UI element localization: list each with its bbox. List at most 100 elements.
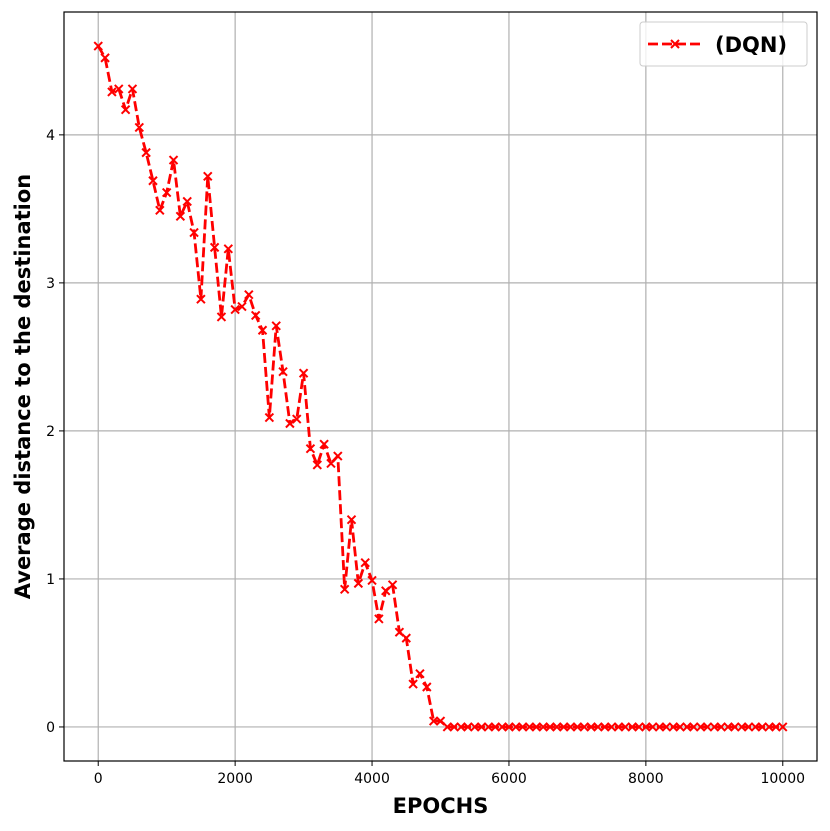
data-point-marker <box>216 312 227 322</box>
legend: (DQN) <box>639 21 808 67</box>
legend-box <box>639 21 808 67</box>
data-point-marker <box>552 722 562 732</box>
data-point-marker <box>442 722 453 732</box>
data-point-marker <box>538 722 548 732</box>
y-tick-label: 4 <box>46 128 55 144</box>
data-point-marker <box>709 722 720 732</box>
data-point-marker <box>230 304 240 315</box>
data-point-marker <box>682 722 692 732</box>
data-point-marker <box>120 104 131 115</box>
data-point-marker <box>641 722 651 732</box>
x-tick-label: 10000 <box>760 771 805 787</box>
data-point-marker <box>387 580 398 590</box>
data-point-marker <box>750 722 761 732</box>
data-point-marker <box>298 368 309 378</box>
data-point-marker <box>292 414 302 424</box>
data-point-marker <box>148 176 158 186</box>
data-point-marker <box>168 155 179 165</box>
data-point-marker <box>305 443 316 454</box>
y-tick-label: 3 <box>46 276 55 292</box>
data-point-marker <box>456 722 466 732</box>
data-point-marker <box>661 722 672 732</box>
data-point-marker <box>401 633 411 643</box>
data-point-marker <box>223 244 233 254</box>
data-point-marker <box>100 53 110 63</box>
data-point-marker <box>483 722 494 732</box>
data-point-marker <box>155 205 165 216</box>
data-point-marker <box>175 211 186 221</box>
data-point-marker <box>360 557 370 568</box>
data-point-marker <box>257 325 268 335</box>
data-point-marker <box>161 187 172 198</box>
data-point-marker <box>627 722 637 732</box>
x-axis-label: EPOCHS <box>393 794 489 818</box>
data-point-marker <box>339 584 350 594</box>
data-point-marker <box>182 196 192 207</box>
grid-lines <box>64 12 817 761</box>
data-point-marker <box>196 294 206 304</box>
data-point-marker <box>476 722 487 732</box>
data-point-marker <box>716 722 726 732</box>
data-point-marker <box>319 439 329 449</box>
series-layer <box>93 41 788 732</box>
data-point-marker <box>189 227 199 238</box>
data-point-marker <box>504 722 514 732</box>
data-point-marker <box>559 722 569 732</box>
data-point-marker <box>689 722 699 732</box>
data-point-marker <box>654 722 665 732</box>
data-point-marker <box>127 84 138 94</box>
series-line <box>97 45 783 729</box>
data-point-marker <box>511 722 521 732</box>
data-point-marker <box>723 722 733 732</box>
data-point-marker <box>736 722 747 732</box>
data-point-marker <box>278 366 288 377</box>
data-point-marker <box>490 722 500 732</box>
data-point-marker <box>565 722 576 732</box>
data-point-marker <box>470 722 480 732</box>
data-point-marker <box>209 242 220 253</box>
data-point-marker <box>593 722 603 732</box>
data-point-marker <box>408 679 418 689</box>
data-point-marker <box>730 722 740 732</box>
data-point-marker <box>428 716 439 726</box>
y-axis-label: Average distance to the destination <box>11 174 35 600</box>
data-point-marker <box>497 722 507 732</box>
data-point-marker <box>531 722 542 732</box>
x-tick-label: 6000 <box>491 771 527 787</box>
legend-label: (DQN) <box>715 33 787 57</box>
data-point-marker <box>517 722 528 732</box>
data-point-marker <box>141 147 151 158</box>
data-point-marker <box>449 722 459 732</box>
data-point-marker <box>764 722 774 732</box>
data-point-marker <box>367 575 377 586</box>
data-point-marker <box>107 87 117 97</box>
data-point-marker <box>579 722 589 732</box>
data-point-marker <box>250 310 261 321</box>
data-point-marker <box>271 321 281 331</box>
data-point-marker <box>422 682 432 692</box>
y-tick-label: 0 <box>46 720 55 736</box>
data-point-marker <box>668 722 678 732</box>
data-point-marker <box>648 722 658 732</box>
tick-layer: 0 2000 4000 6000 8000 10000 0 1 2 3 4 <box>46 128 805 787</box>
data-point-marker <box>326 458 336 469</box>
data-point-marker <box>695 722 706 732</box>
x-tick-label: 0 <box>94 771 103 787</box>
data-point-marker <box>620 722 631 732</box>
data-point-marker <box>353 578 364 589</box>
data-point-marker <box>346 515 357 525</box>
data-point-marker <box>134 122 145 133</box>
data-point-marker <box>757 722 767 732</box>
data-point-marker <box>675 722 685 732</box>
data-point-marker <box>333 451 343 461</box>
x-tick-label: 4000 <box>354 771 390 787</box>
data-point-marker <box>572 722 583 732</box>
data-point-marker <box>415 668 425 679</box>
data-point-marker <box>778 722 788 732</box>
y-tick-label: 1 <box>46 572 55 588</box>
y-tick-label: 2 <box>46 424 55 440</box>
data-point-marker <box>702 722 713 732</box>
data-point-marker <box>312 460 322 470</box>
data-point-marker <box>613 722 624 732</box>
